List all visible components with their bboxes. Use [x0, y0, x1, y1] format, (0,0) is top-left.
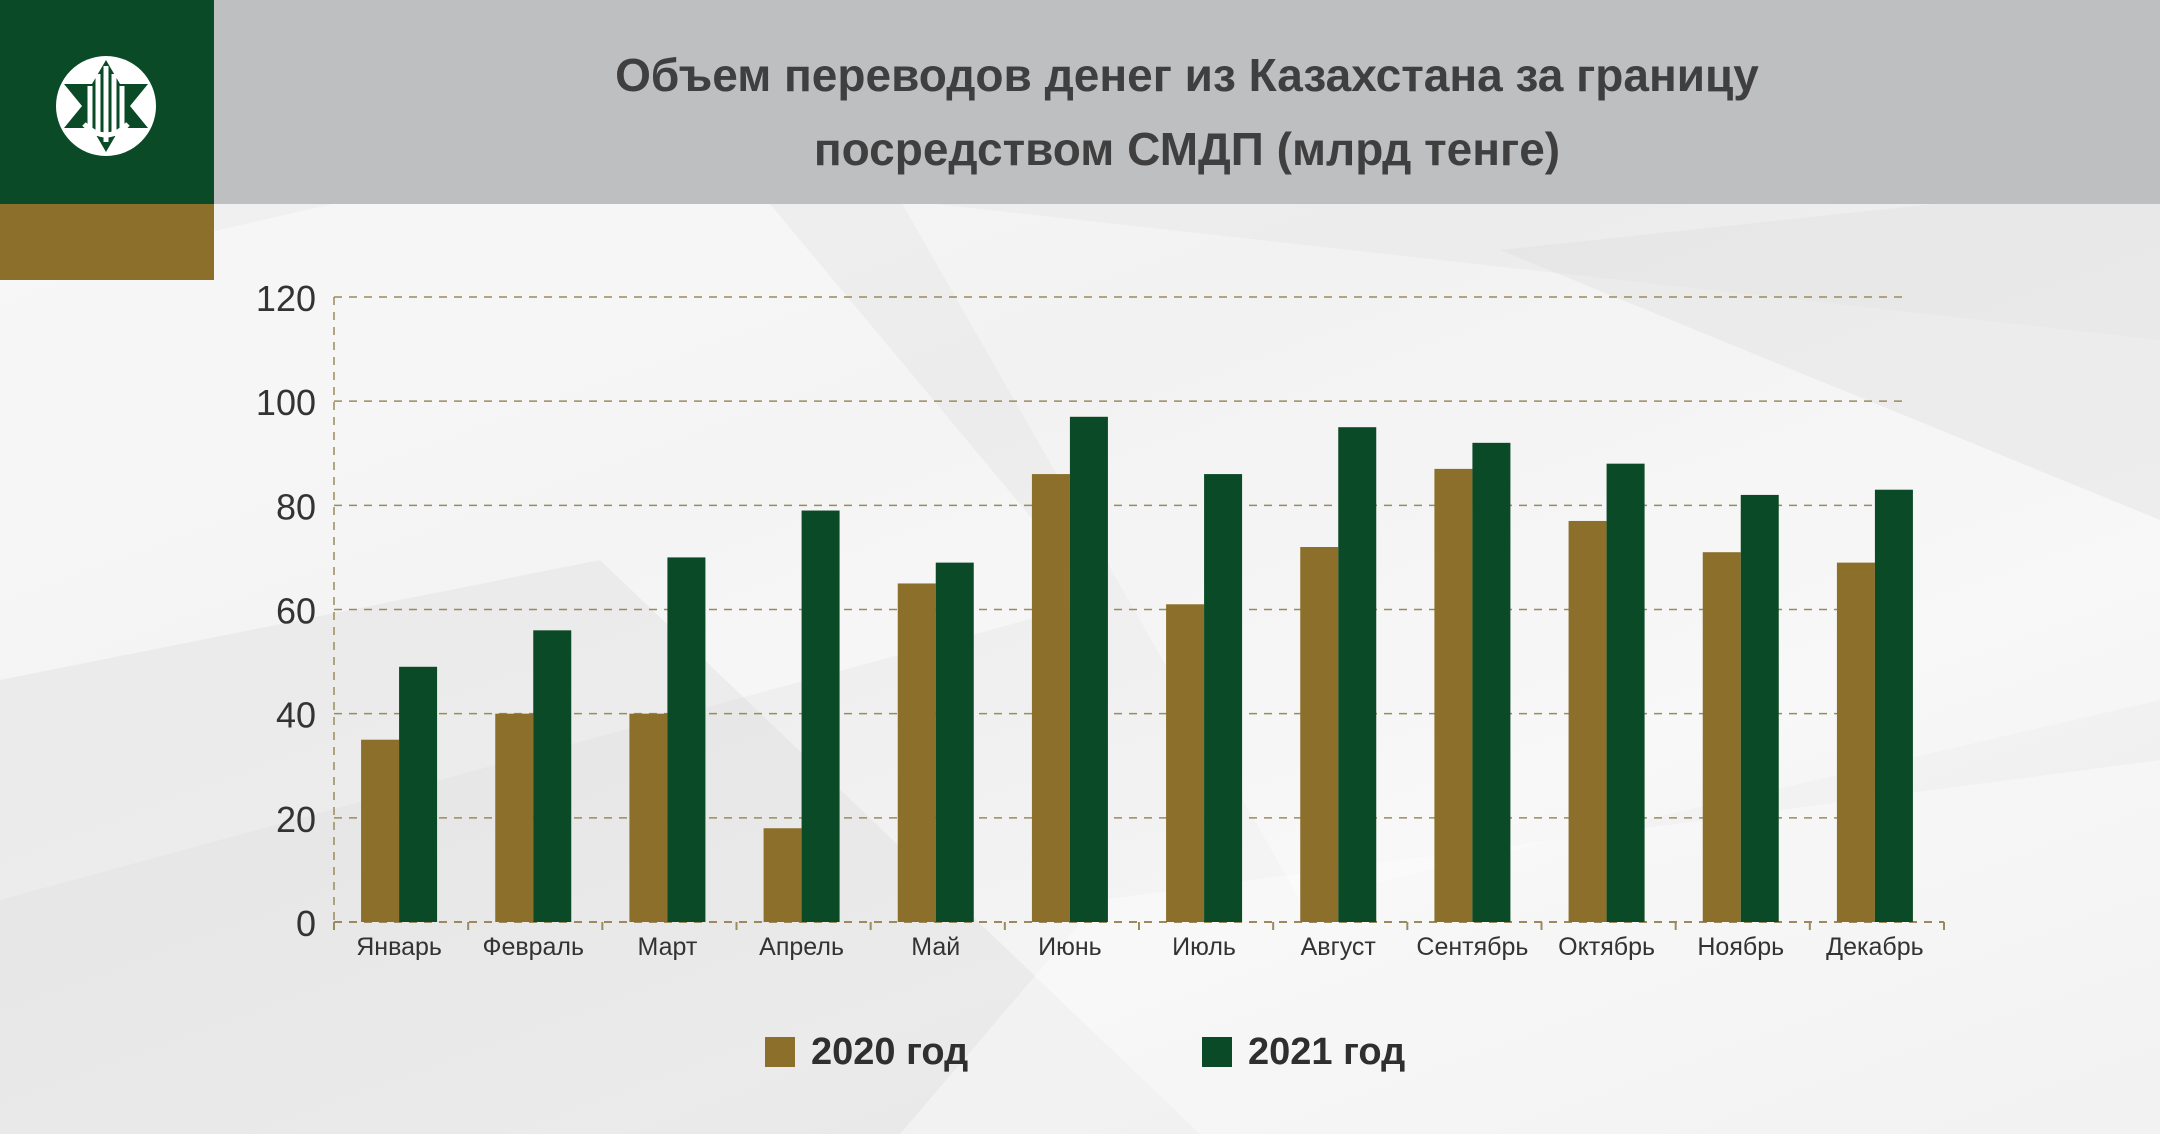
bar-2021: [1069, 416, 1108, 922]
bar-2020: [361, 739, 400, 922]
x-tick-label: Ноябрь: [1697, 933, 1784, 961]
y-tick-label: 0: [296, 903, 316, 944]
bar-2021: [533, 630, 572, 922]
bar-2020: [495, 713, 534, 922]
y-tick-label: 20: [276, 799, 316, 840]
bar-2021: [1606, 463, 1645, 922]
x-tick-label: Февраль: [482, 933, 584, 961]
bar-2021: [399, 666, 438, 922]
bar-2020: [763, 828, 802, 922]
logo-block: [0, 0, 214, 204]
bar-2021: [1472, 442, 1511, 922]
x-tick-label: Июль: [1172, 933, 1236, 961]
x-tick-label: Май: [911, 933, 960, 961]
bar-2020: [1031, 474, 1070, 922]
chart-title-line-2: посредством СМДП (млрд тенге): [813, 123, 1561, 175]
bar-2020: [897, 583, 936, 922]
legend-item-2020: 2020 год: [765, 1030, 968, 1074]
x-tick-label: Декабрь: [1826, 933, 1923, 961]
chart-title: Объем переводов денег из Казахстана за г…: [214, 38, 2160, 186]
legend-swatch-2020: [765, 1037, 795, 1067]
x-tick-label: Июнь: [1038, 933, 1102, 961]
national-bank-emblem-icon: [56, 56, 156, 156]
legend-label-2021: 2021 год: [1248, 1030, 1406, 1073]
bar-2020: [1434, 468, 1473, 922]
bar-2021: [935, 562, 974, 922]
bar-2020: [629, 713, 668, 922]
bar-2021: [1338, 427, 1377, 922]
legend-item-2021: 2021 год: [1202, 1030, 1405, 1074]
y-tick-label: 60: [276, 591, 316, 632]
x-tick-label: Апрель: [759, 933, 844, 961]
chart-title-line-1: Объем переводов денег из Казахстана за г…: [615, 49, 1759, 101]
y-tick-label: 40: [276, 695, 316, 736]
y-tick-label: 80: [276, 486, 316, 527]
x-tick-label: Март: [638, 933, 698, 961]
bar-2021: [1204, 474, 1243, 922]
legend-label-2020: 2020 год: [811, 1030, 969, 1073]
bar-2020: [1166, 604, 1205, 922]
bar-2020: [1568, 520, 1607, 922]
y-tick-label: 120: [256, 278, 316, 319]
header-band: [214, 0, 2160, 204]
y-tick-label: 100: [256, 382, 316, 423]
bar-2021: [801, 510, 840, 922]
x-tick-label: Сентябрь: [1416, 933, 1528, 961]
x-tick-label: Октябрь: [1558, 933, 1655, 961]
bar-2020: [1702, 552, 1741, 922]
x-tick-label: Август: [1301, 933, 1377, 961]
bar-2020: [1836, 562, 1875, 922]
legend-swatch-2021: [1202, 1037, 1232, 1067]
x-tick-label: Январь: [356, 933, 442, 961]
bar-2021: [667, 557, 706, 922]
gold-strip: [0, 204, 214, 280]
bar-2020: [1300, 547, 1339, 922]
bar-2021: [1874, 489, 1913, 922]
bar-2021: [1740, 494, 1779, 922]
